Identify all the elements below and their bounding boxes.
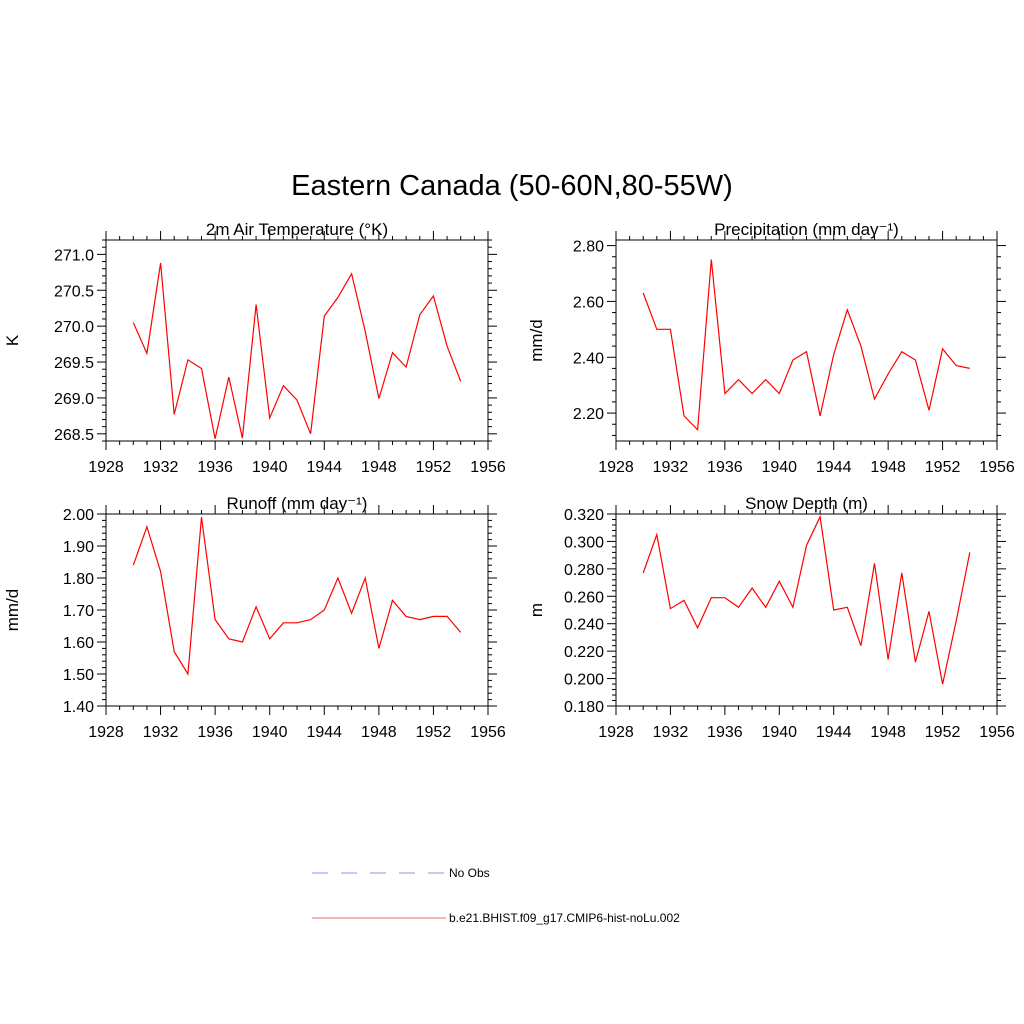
plot-frame — [615, 239, 998, 442]
chart-runoff: 1928 1932 1936 1940 1944 1948 1952 1956 1.40 1.50… — [3, 494, 506, 741]
y-tick-label: 1.90 — [63, 539, 94, 556]
x-tick-label: 1928 — [598, 724, 634, 741]
subplot-title: Precipitation (mm day⁻¹) — [714, 220, 899, 239]
y-axis-label: m — [527, 603, 546, 617]
x-tick-label: 1956 — [470, 459, 506, 476]
y-tick-label: 1.40 — [63, 699, 94, 716]
y-tick-label: 270.0 — [54, 319, 94, 336]
series-line — [132, 262, 462, 439]
x-tick-label: 1936 — [197, 459, 233, 476]
y-tick-label: 0.220 — [564, 644, 604, 661]
series-line — [642, 259, 970, 432]
x-tick-label: 1940 — [252, 724, 288, 741]
y-tick-label: 1.50 — [63, 667, 94, 684]
x-tick-label: 1928 — [598, 459, 634, 476]
legend-label-model: b.e21.BHIST.f09_g17.CMIP6-hist-noLu.002 — [449, 911, 680, 925]
x-tick-label: 1952 — [925, 724, 961, 741]
x-tick-label: 1932 — [653, 459, 689, 476]
y-tick-label: 1.70 — [63, 603, 94, 620]
y-tick-label: 0.200 — [564, 672, 604, 689]
plot-frame — [615, 513, 998, 707]
x-tick-label: 1932 — [143, 724, 179, 741]
x-tick-label: 1936 — [707, 724, 743, 741]
chart-air-temperature: 1928 1932 1936 1940 1944 1948 1952 1956 268.5 269… — [3, 220, 506, 476]
x-tick-label: 1952 — [925, 459, 961, 476]
x-tick-label: 1948 — [870, 459, 906, 476]
y-tick-label: 0.180 — [564, 699, 604, 716]
subplot-title: Snow Depth (m) — [745, 494, 868, 513]
x-tick-label: 1952 — [416, 724, 452, 741]
x-tick-label: 1944 — [306, 724, 342, 741]
y-tick-label: 2.60 — [573, 294, 604, 311]
x-tick-label: 1928 — [88, 459, 124, 476]
x-tick-label: 1952 — [416, 459, 452, 476]
x-tick-label: 1948 — [361, 724, 397, 741]
y-tick-label: 269.5 — [54, 355, 94, 372]
x-tick-label: 1948 — [870, 724, 906, 741]
y-tick-label: 2.00 — [63, 507, 94, 524]
series-line — [642, 514, 971, 685]
y-tick-label: 0.260 — [564, 589, 604, 606]
plot-frame — [105, 239, 489, 442]
x-tick-label: 1948 — [361, 459, 397, 476]
y-tick-label: 0.320 — [564, 507, 604, 524]
y-tick-label: 0.280 — [564, 562, 604, 579]
x-tick-label: 1944 — [306, 459, 342, 476]
y-tick-label: 2.40 — [573, 350, 604, 367]
series-line — [132, 517, 462, 676]
chart-snow-depth: 1928 1932 1936 1940 1944 1948 1952 1956 0.180 0.2… — [527, 494, 1015, 741]
x-tick-label: 1940 — [761, 459, 797, 476]
chart-precipitation: 1928 1932 1936 1940 1944 1948 1952 1956 2.20 2.40… — [527, 220, 1015, 476]
x-tick-label: 1940 — [761, 724, 797, 741]
x-tick-label: 1944 — [816, 459, 852, 476]
legend-label-no-obs: No Obs — [449, 866, 490, 880]
y-tick-label: 1.80 — [63, 571, 94, 588]
y-tick-label: 2.80 — [573, 239, 604, 256]
x-tick-label: 1940 — [252, 459, 288, 476]
y-tick-label: 0.240 — [564, 617, 604, 634]
y-tick-label: 271.0 — [54, 247, 94, 264]
y-axis-label: K — [3, 334, 22, 346]
x-tick-label: 1936 — [197, 724, 233, 741]
subplot-title: 2m Air Temperature (°K) — [206, 220, 388, 239]
y-tick-label: 2.20 — [573, 406, 604, 423]
y-tick-label: 269.0 — [54, 391, 94, 408]
y-tick-label: 1.60 — [63, 635, 94, 652]
page-title: Eastern Canada (50-60N,80-55W) — [291, 170, 733, 202]
x-tick-label: 1944 — [816, 724, 852, 741]
plot-frame — [105, 513, 489, 707]
y-tick-label: 268.5 — [54, 427, 94, 444]
x-tick-label: 1928 — [88, 724, 124, 741]
y-tick-label: 0.300 — [564, 534, 604, 551]
x-tick-label: 1956 — [979, 459, 1015, 476]
subplot-title: Runoff (mm day⁻¹) — [227, 494, 368, 513]
x-tick-label: 1956 — [979, 724, 1015, 741]
y-axis-label: mm/d — [3, 589, 22, 632]
x-tick-label: 1932 — [653, 724, 689, 741]
y-axis-label: mm/d — [527, 319, 546, 362]
y-tick-label: 270.5 — [54, 283, 94, 300]
x-tick-label: 1936 — [707, 459, 743, 476]
x-tick-label: 1956 — [470, 724, 506, 741]
x-tick-label: 1932 — [143, 459, 179, 476]
